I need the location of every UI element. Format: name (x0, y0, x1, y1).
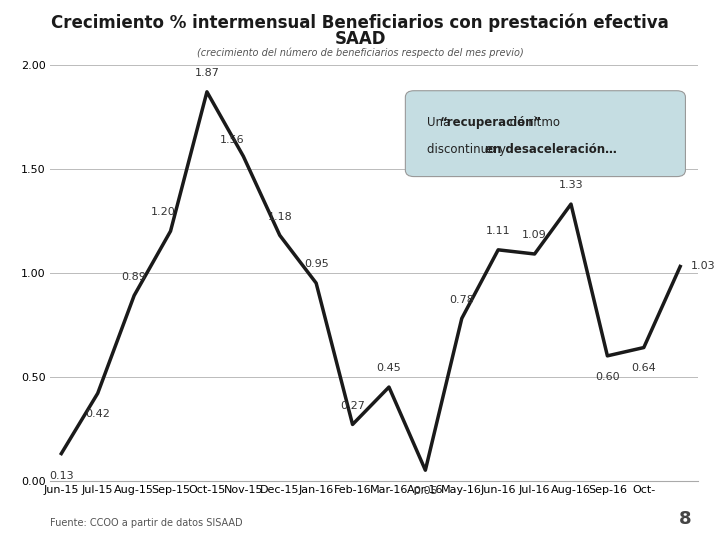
Text: en desaceleración…: en desaceleración… (485, 143, 616, 156)
Text: 0.45: 0.45 (377, 363, 401, 373)
Text: Crecimiento % intermensual Beneficiarios con prestación efectiva: Crecimiento % intermensual Beneficiarios… (51, 14, 669, 32)
Text: 1.20: 1.20 (151, 207, 176, 218)
Text: 1.11: 1.11 (486, 226, 510, 236)
Text: 1.87: 1.87 (194, 68, 220, 78)
Text: 0.13: 0.13 (49, 471, 73, 482)
Text: ccoo: ccoo (585, 514, 618, 528)
Text: Fuente: CCOO a partir de datos SISAAD: Fuente: CCOO a partir de datos SISAAD (50, 518, 243, 528)
Text: Una: Una (427, 116, 454, 129)
Text: 1.56: 1.56 (220, 134, 245, 145)
Text: 1.33: 1.33 (559, 180, 583, 191)
Text: 0.78: 0.78 (449, 295, 474, 305)
Text: 8: 8 (678, 510, 691, 528)
Text: 1.18: 1.18 (267, 212, 292, 221)
Text: (crecimiento del número de beneficiarios respecto del mes previo): (crecimiento del número de beneficiarios… (197, 48, 523, 58)
Text: 0.42: 0.42 (85, 409, 110, 419)
Text: 0.05: 0.05 (413, 486, 438, 496)
Text: 1.03: 1.03 (691, 261, 716, 272)
Text: 0.89: 0.89 (122, 272, 147, 282)
Text: “recuperación”: “recuperación” (440, 116, 542, 129)
Text: 0.60: 0.60 (595, 372, 620, 382)
Text: 0.95: 0.95 (304, 259, 328, 269)
Text: 1.09: 1.09 (522, 230, 547, 240)
Text: discontinuo y: discontinuo y (427, 143, 510, 156)
Text: de ritmo: de ritmo (506, 116, 560, 129)
Text: 0.27: 0.27 (340, 401, 365, 411)
Text: SAAD: SAAD (334, 30, 386, 48)
Text: 0.64: 0.64 (631, 363, 656, 373)
